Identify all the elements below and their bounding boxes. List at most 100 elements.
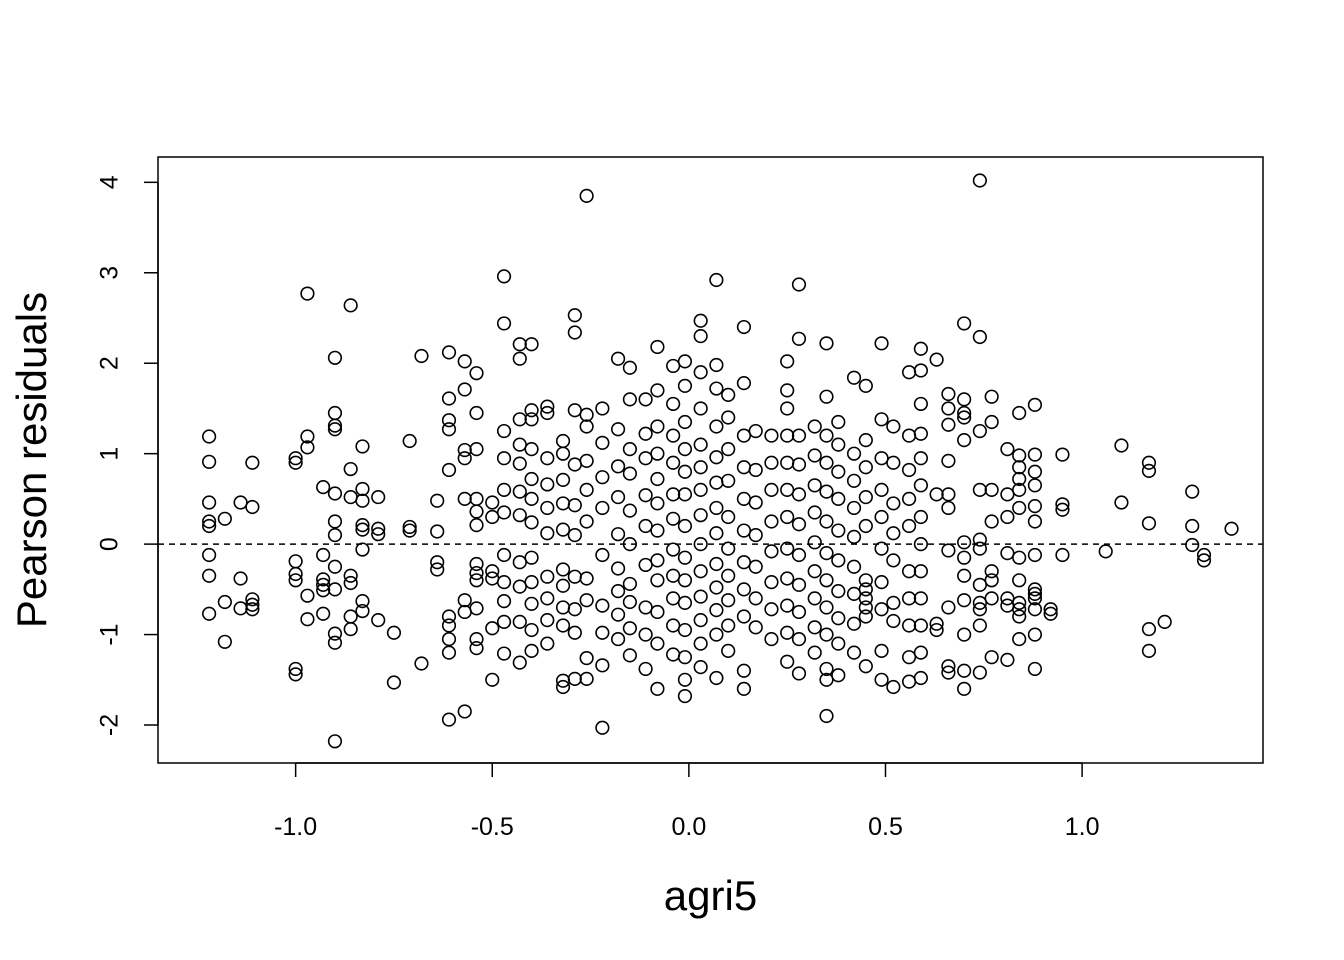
x-tick-label: 0.0 [671, 813, 706, 841]
data-point [929, 616, 944, 631]
data-point [638, 627, 653, 642]
data-point [622, 360, 637, 375]
data-point [485, 621, 500, 636]
data-point [677, 573, 693, 588]
data-point [693, 660, 708, 675]
data-point [736, 582, 752, 597]
data-point [764, 631, 779, 647]
data-point [858, 378, 873, 393]
data-point [748, 462, 763, 478]
data-point [288, 661, 303, 677]
data-point [858, 609, 873, 624]
data-point [327, 422, 343, 437]
data-point [858, 460, 873, 475]
data-point [941, 543, 956, 558]
data-point [677, 487, 693, 502]
data-point [677, 688, 693, 704]
data-point [929, 622, 944, 638]
data-point [496, 575, 512, 590]
data-point [217, 511, 232, 526]
data-point [555, 522, 571, 537]
data-point [1012, 471, 1027, 487]
data-point [622, 442, 637, 457]
data-point [202, 514, 217, 529]
data-point [913, 645, 928, 660]
data-point [524, 337, 539, 352]
data-point [327, 527, 343, 543]
points-layer [202, 173, 1239, 749]
data-point [638, 392, 653, 407]
data-point [748, 423, 763, 439]
data-point [1055, 497, 1070, 512]
data-point [709, 272, 724, 288]
data-point [540, 451, 555, 466]
data-point [846, 529, 862, 544]
data-point [610, 459, 626, 474]
data-point [202, 454, 217, 469]
data-point [595, 547, 610, 563]
data-point [579, 514, 594, 529]
data-point [807, 620, 822, 635]
data-point [524, 643, 539, 658]
data-point [638, 451, 653, 466]
data-point [245, 602, 260, 617]
data-point [791, 547, 807, 563]
data-point [1043, 606, 1058, 621]
data-point [984, 650, 999, 665]
data-point [457, 354, 472, 369]
data-point [831, 668, 846, 683]
data-point [957, 392, 972, 407]
data-point [736, 555, 752, 570]
x-tick-label: 0.5 [868, 813, 903, 841]
data-point [485, 509, 500, 525]
data-point [874, 541, 889, 556]
data-point [1012, 602, 1027, 617]
data-point [327, 626, 343, 641]
data-point [638, 600, 653, 615]
data-point [233, 601, 248, 616]
data-point [1027, 397, 1043, 412]
data-point [846, 559, 862, 574]
data-point [780, 354, 795, 369]
data-point [780, 509, 795, 525]
y-tick-label: 4 [96, 175, 124, 189]
data-point [748, 495, 763, 510]
data-point [567, 625, 582, 640]
data-point [972, 482, 987, 497]
data-point [677, 550, 693, 565]
data-point [831, 437, 846, 452]
data-point [524, 403, 539, 418]
data-point [901, 618, 917, 633]
data-point [1027, 586, 1043, 601]
data-point [402, 519, 417, 535]
data-point [430, 493, 445, 508]
data-point [780, 541, 795, 556]
data-point [622, 576, 637, 592]
data-point [610, 607, 626, 622]
data-point [913, 426, 928, 441]
y-axis: -2 -1 0 1 2 3 4 [96, 175, 159, 736]
data-point [984, 591, 999, 606]
data-point [579, 188, 594, 203]
data-point [941, 453, 956, 469]
data-point [709, 526, 724, 541]
data-point [245, 597, 260, 612]
data-point [622, 392, 637, 407]
data-point [430, 562, 445, 577]
data-point [524, 515, 539, 530]
data-point [736, 376, 752, 391]
data-point [831, 553, 846, 568]
data-point [693, 537, 708, 552]
data-point [901, 591, 917, 606]
data-point [901, 674, 917, 689]
y-tick-label: 0 [96, 537, 124, 551]
data-point [496, 451, 512, 466]
data-point [327, 486, 343, 501]
data-point [693, 508, 708, 523]
data-point [457, 704, 472, 719]
data-point [327, 405, 343, 421]
data-point [721, 618, 736, 633]
data-point [941, 659, 956, 674]
data-point [666, 487, 681, 502]
data-point [512, 555, 527, 570]
